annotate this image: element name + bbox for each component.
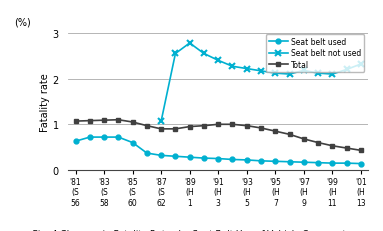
Seat belt not used [159, 120, 164, 123]
Total [159, 128, 164, 131]
Seat belt used [330, 162, 335, 165]
Seat belt used [344, 162, 349, 165]
Seat belt used [116, 136, 121, 139]
Legend: Seat belt used, Seat belt not used, Total: Seat belt used, Seat belt not used, Tota… [266, 35, 364, 72]
Seat belt not used [287, 73, 292, 76]
Total [259, 127, 263, 130]
Seat belt used [287, 161, 292, 164]
Total [202, 125, 206, 128]
Seat belt not used [173, 53, 178, 56]
Seat belt not used [330, 73, 335, 76]
Seat belt used [187, 156, 192, 159]
Seat belt used [88, 136, 92, 139]
Seat belt not used [230, 66, 235, 68]
Seat belt not used [202, 53, 206, 56]
Total [116, 119, 121, 122]
Total [273, 130, 278, 133]
Seat belt not used [244, 68, 249, 71]
Seat belt used [216, 158, 221, 160]
Text: (%): (%) [15, 17, 31, 27]
Seat belt used [316, 161, 320, 164]
Seat belt not used [316, 73, 320, 75]
Total [301, 138, 306, 141]
Total [88, 120, 92, 122]
Seat belt not used [273, 73, 278, 75]
Seat belt used [259, 160, 263, 163]
Total [130, 121, 135, 124]
Seat belt not used [301, 70, 306, 73]
Seat belt used [173, 155, 178, 158]
Y-axis label: Fatality rate: Fatality rate [40, 73, 50, 131]
Seat belt used [73, 140, 78, 143]
Total [344, 147, 349, 150]
Seat belt used [244, 159, 249, 162]
Total [330, 145, 335, 148]
Total [287, 133, 292, 136]
Seat belt used [202, 157, 206, 160]
Seat belt used [130, 142, 135, 144]
Seat belt used [358, 162, 363, 165]
Seat belt not used [187, 43, 192, 45]
Seat belt used [145, 152, 149, 155]
Total [187, 126, 192, 128]
Total [145, 125, 149, 128]
Seat belt not used [216, 60, 221, 62]
Seat belt used [273, 160, 278, 163]
Seat belt used [102, 136, 106, 139]
Text: Fig. 4 Changes in Fatality Rates by Seat Belt Use of Vehicle Occupants: Fig. 4 Changes in Fatality Rates by Seat… [33, 229, 350, 231]
Seat belt used [301, 161, 306, 164]
Total [230, 123, 235, 126]
Total [244, 125, 249, 128]
Total [358, 149, 363, 152]
Total [73, 120, 78, 123]
Total [216, 123, 221, 126]
Total [102, 119, 106, 122]
Seat belt not used [344, 69, 349, 72]
Line: Seat belt not used: Seat belt not used [158, 40, 364, 125]
Line: Total: Total [73, 118, 363, 153]
Seat belt used [159, 154, 164, 157]
Seat belt used [230, 158, 235, 161]
Seat belt not used [358, 63, 363, 66]
Total [173, 128, 178, 131]
Total [316, 142, 320, 144]
Seat belt not used [259, 70, 263, 73]
Line: Seat belt used: Seat belt used [73, 135, 363, 166]
